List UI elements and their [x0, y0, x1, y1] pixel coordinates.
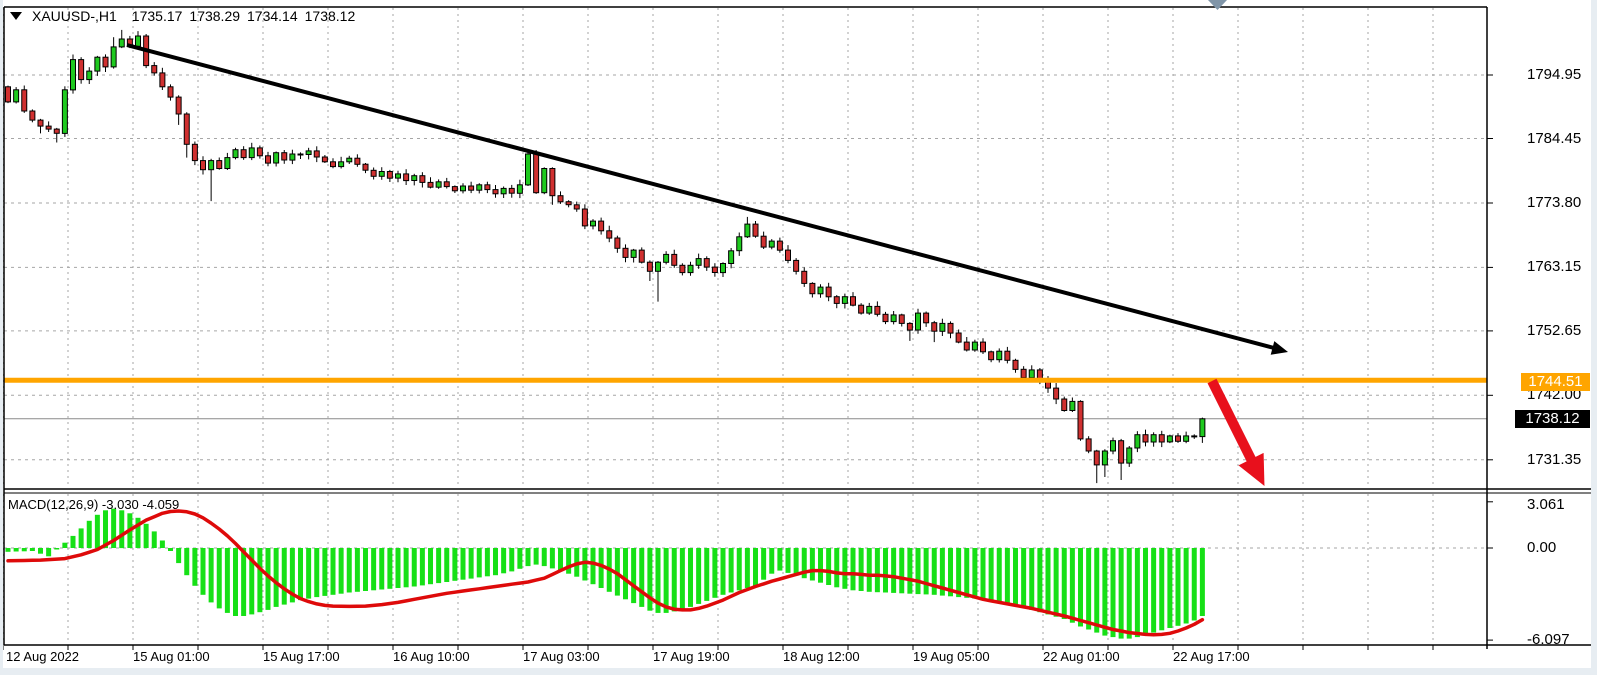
macd-indicator-label: MACD(12,26,9) -3.030 -4.059 — [8, 497, 180, 512]
time-axis-label: 15 Aug 17:00 — [263, 649, 340, 664]
price-axis-label: 1784.45 — [1527, 129, 1582, 147]
resistance-price-badge: 1744.51 — [1521, 373, 1590, 391]
window-edge-bottom — [0, 668, 1597, 675]
macd-axis-label: -6.097 — [1527, 631, 1570, 649]
chart-shift-marker-icon — [1208, 0, 1227, 10]
time-axis-label: 22 Aug 01:00 — [1043, 649, 1120, 664]
price-axis-label: 1773.80 — [1527, 193, 1582, 211]
ohlc-high: 1738.29 — [189, 8, 241, 24]
price-axis-label: 1752.65 — [1527, 321, 1582, 339]
price-axis-label: 1731.35 — [1527, 450, 1582, 468]
sell-signal-arrow[interactable] — [1207, 378, 1265, 486]
macd-axis-label: 3.061 — [1527, 496, 1565, 513]
time-axis-label: 18 Aug 12:00 — [783, 649, 860, 664]
time-axis-label: 16 Aug 10:00 — [393, 649, 470, 664]
vertical-gridlines — [2, 8, 1434, 644]
macd-histogram — [5, 508, 1205, 639]
horizontal-gridlines — [4, 74, 1487, 549]
macd-signal-line — [6, 509, 1205, 637]
window-edge-left — [0, 0, 3, 675]
time-axis-label: 22 Aug 17:00 — [1173, 649, 1250, 664]
macd-axis-label: 0.00 — [1527, 539, 1557, 556]
axis-ticks — [2, 74, 1493, 650]
time-axis-label: 19 Aug 05:00 — [913, 649, 990, 664]
ohlc-low: 1734.14 — [247, 8, 298, 24]
symbol-dropdown-icon[interactable] — [10, 12, 22, 20]
time-axis-label: 15 Aug 01:00 — [133, 649, 210, 664]
price-axis-label: 1763.15 — [1527, 258, 1582, 276]
window-edge-right — [1591, 0, 1597, 675]
current-price-badge: 1738.12 — [1515, 410, 1590, 428]
price-axis-label: 1794.95 — [1527, 66, 1582, 83]
descending-trendline[interactable] — [126, 43, 1288, 355]
symbol-name: XAUUSD-,H1 — [32, 8, 117, 24]
time-axis-label: 17 Aug 03:00 — [523, 649, 600, 664]
time-axis-label: 17 Aug 19:00 — [653, 649, 730, 664]
panel-borders — [3, 6, 1597, 649]
candlesticks[interactable] — [5, 29, 1206, 484]
symbol-info-bar: XAUUSD-,H1 1735.17 1738.29 1734.14 1738.… — [10, 8, 355, 24]
time-axis-label: 12 Aug 2022 — [6, 649, 80, 664]
ohlc-open: 1735.17 — [131, 8, 183, 24]
ohlc-close: 1738.12 — [304, 8, 356, 24]
